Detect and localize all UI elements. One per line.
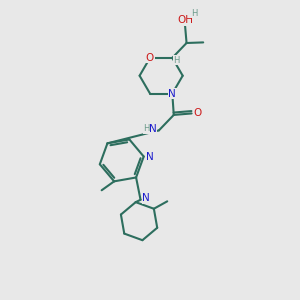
Text: H: H xyxy=(191,9,198,18)
Text: OH: OH xyxy=(177,15,193,26)
Text: N: N xyxy=(142,193,150,203)
Text: O: O xyxy=(194,108,202,118)
Text: N: N xyxy=(146,152,154,161)
Text: O: O xyxy=(146,53,154,63)
Text: N: N xyxy=(148,124,156,134)
Text: H: H xyxy=(143,124,150,134)
Text: N: N xyxy=(168,88,176,98)
Text: H: H xyxy=(173,56,179,65)
